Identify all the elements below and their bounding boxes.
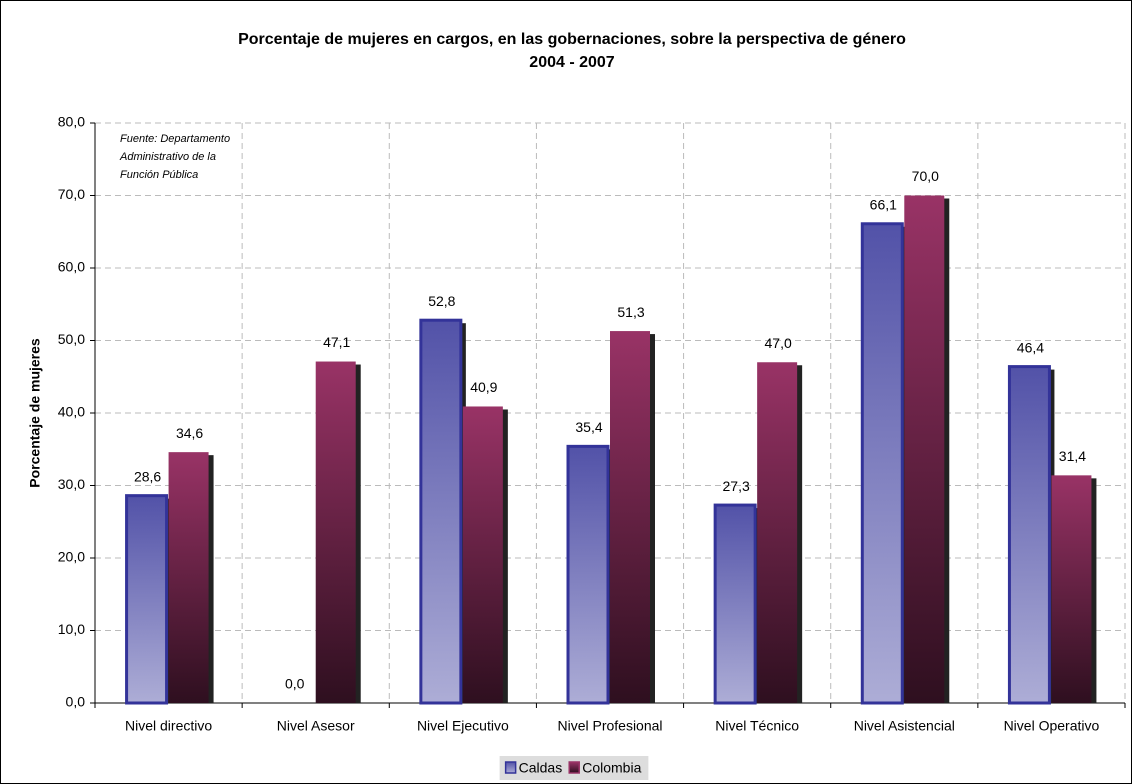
y-axis-label: Porcentaje de mujeres: [27, 338, 43, 488]
x-tick-label: Nivel Ejecutivo: [417, 718, 509, 734]
bar: [1051, 475, 1092, 703]
value-label: 28,6: [134, 468, 161, 484]
bar: [860, 222, 904, 705]
value-label: 31,4: [1059, 448, 1086, 464]
x-tick-label: Nivel Asistencial: [854, 718, 955, 734]
value-label: 51,3: [617, 304, 644, 320]
x-tick-label: Nivel Profesional: [557, 718, 662, 734]
x-tick-label: Nivel Técnico: [715, 718, 799, 734]
bar: [315, 361, 356, 703]
chart-subtitle: 2004 - 2007: [529, 54, 615, 71]
y-tick-label: 40,0: [58, 404, 85, 420]
bar: [168, 452, 209, 703]
value-label: 47,1: [323, 334, 350, 350]
value-label: 34,6: [176, 425, 203, 441]
value-label: 0,0: [285, 676, 305, 692]
y-tick-label: 20,0: [58, 549, 85, 565]
x-tick-label: Nivel Asesor: [277, 718, 355, 734]
annotation: Función Pública: [120, 169, 198, 181]
annotation: Administrativo de la: [119, 151, 216, 163]
bar: [713, 503, 757, 705]
annotation: Fuente: Departamento: [120, 133, 230, 145]
x-tick-label: Nivel Operativo: [1004, 718, 1100, 734]
bar: [1007, 365, 1051, 705]
chart-title: Porcentaje de mujeres en cargos, en las …: [238, 31, 906, 48]
value-label: 40,9: [470, 379, 497, 395]
y-tick-label: 50,0: [58, 331, 85, 347]
legend-label: Caldas: [519, 760, 563, 776]
y-tick-label: 70,0: [58, 186, 85, 202]
bar: [610, 331, 650, 703]
value-label: 35,4: [575, 419, 602, 435]
value-label: 52,8: [428, 293, 455, 309]
value-label: 46,4: [1017, 339, 1044, 355]
bar: [757, 362, 798, 703]
y-tick-label: 60,0: [58, 259, 85, 275]
bar: [419, 318, 463, 705]
legend-swatch: [568, 761, 580, 774]
bar: [566, 444, 610, 705]
legend-label: Colombia: [582, 760, 641, 776]
value-label: 66,1: [870, 196, 897, 212]
bar: [904, 195, 945, 703]
bar: [125, 494, 169, 705]
y-tick-label: 10,0: [58, 621, 85, 637]
x-tick-label: Nivel directivo: [125, 718, 212, 734]
value-label: 70,0: [912, 168, 939, 184]
value-label: 27,3: [723, 478, 750, 494]
y-tick-label: 0,0: [66, 694, 86, 710]
value-label: 47,0: [765, 335, 792, 351]
bar: [462, 406, 503, 703]
legend-swatch: [504, 761, 517, 774]
y-tick-label: 30,0: [58, 476, 85, 492]
y-tick-label: 80,0: [58, 114, 85, 130]
